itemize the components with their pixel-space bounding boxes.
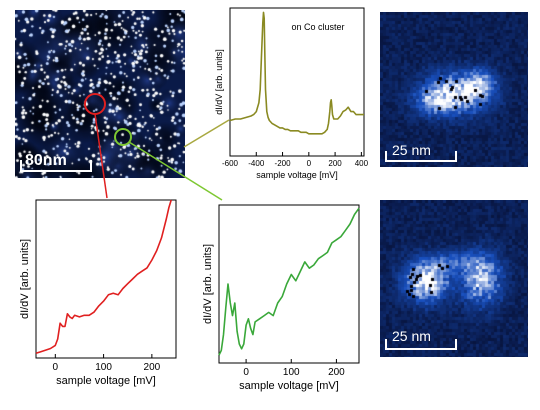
stm-scalebar-label: 80nm	[25, 152, 67, 169]
right-xtick-label-2: 200	[328, 367, 345, 378]
stm-topography-image: 80nm	[15, 10, 185, 178]
spectrum-right-chart: 0 100 200 sample voltage [mV] dI/dV [arb. un…	[202, 204, 360, 392]
right-x-axis-label: sample voltage [mV]	[239, 380, 339, 392]
map-bottom-scalebar-right-tick	[455, 339, 457, 350]
top-y-axis-label: dI/dV [arb. units]	[214, 49, 224, 115]
right-xtick-label-1: 100	[283, 367, 300, 378]
left-x-axis-label: sample voltage [mV]	[56, 375, 156, 387]
left-series-line-0	[35, 199, 172, 355]
top-series-line-0	[229, 11, 364, 135]
didv-map-top: 25 nm	[380, 12, 528, 167]
top-xtick-label-1: -400	[248, 159, 265, 168]
right-xtick-label-0: 0	[243, 367, 249, 378]
didv-map-bottom-canvas	[380, 200, 528, 357]
didv-map-top-canvas	[380, 12, 528, 167]
map-top-scalebar-left-tick	[385, 151, 387, 162]
right-y-axis-label: dI/dV [arb. units]	[202, 244, 214, 324]
top-annotation: on Co cluster	[291, 22, 344, 32]
left-xtick-label-1: 100	[95, 362, 112, 373]
stm-scalebar	[21, 170, 91, 172]
spectrum-top-chart: -600 -400 -200 0 200 400 sample voltage [mV] dI…	[214, 7, 369, 180]
top-xtick-label-2: -200	[275, 159, 292, 168]
spectrum-left-chart: 0 100 200 sample voltage [mV] dI/dV [arb. un…	[19, 199, 177, 387]
left-xtick-label-2: 200	[144, 362, 161, 373]
left-plot-frame	[35, 199, 177, 359]
right-series-line-0	[218, 207, 360, 356]
top-xtick-label-3: 0	[307, 159, 312, 168]
top-x-axis-label: sample voltage [mV]	[256, 170, 338, 180]
right-plot-frame	[218, 204, 360, 364]
map-top-scalebar-right-tick	[455, 151, 457, 162]
map-bottom-scalebar-label: 25 nm	[392, 328, 431, 344]
map-top-scalebar-label: 25 nm	[392, 142, 431, 158]
top-xtick-label-5: 400	[355, 159, 369, 168]
map-bottom-scalebar	[386, 348, 456, 350]
top-xtick-label-4: 200	[328, 159, 342, 168]
stm-scalebar-left-tick	[20, 160, 22, 172]
top-xtick-label-0: -600	[222, 159, 239, 168]
map-top-scalebar	[386, 160, 456, 162]
stm-scalebar-right-tick	[90, 160, 92, 172]
map-bottom-scalebar-left-tick	[385, 339, 387, 350]
left-y-axis-label: dI/dV [arb. units]	[19, 239, 31, 319]
left-xtick-label-0: 0	[53, 362, 59, 373]
didv-map-bottom: 25 nm	[380, 200, 528, 357]
